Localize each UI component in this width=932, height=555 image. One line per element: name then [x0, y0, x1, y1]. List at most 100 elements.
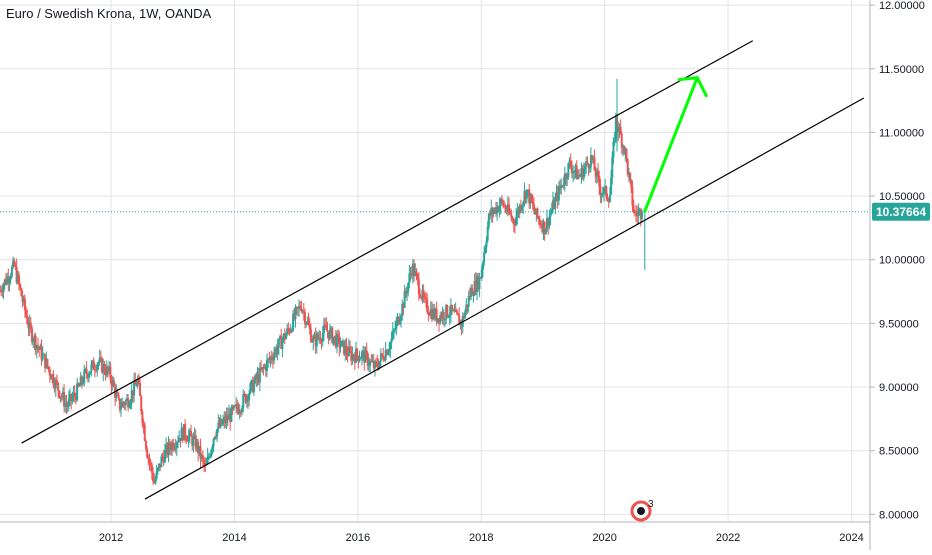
candle-body	[626, 159, 629, 175]
price-tick-label: 10.00000	[879, 255, 925, 267]
candle-body	[312, 338, 315, 342]
candle-body	[262, 366, 265, 368]
candle-body	[455, 310, 458, 314]
candle-body	[541, 225, 544, 232]
candle-body	[273, 353, 276, 361]
candle-body	[51, 374, 54, 380]
candle-body	[199, 445, 202, 459]
candle-body	[351, 354, 354, 361]
candle-body	[337, 333, 340, 337]
candle-body	[365, 350, 368, 354]
candle-body	[95, 369, 98, 371]
candle-body	[579, 175, 582, 177]
candle-body	[93, 369, 96, 371]
price-axis[interactable]: 8.00000 8.50000 9.00000 9.50000 10.00000 10.5…	[869, 0, 932, 550]
candle-body	[127, 398, 130, 408]
candle-body	[516, 209, 519, 217]
candle-body	[233, 405, 236, 407]
candle-body	[476, 276, 479, 293]
candle-body	[12, 260, 15, 268]
candle-body	[300, 308, 303, 312]
candle-body	[492, 210, 495, 215]
candle-body	[171, 442, 174, 451]
candle-body	[283, 333, 286, 340]
candle-body	[493, 207, 496, 211]
candle-body	[110, 378, 113, 386]
candle-body	[219, 419, 222, 427]
candle-body	[25, 310, 28, 316]
candle-body	[301, 310, 304, 312]
candle-body	[147, 457, 150, 459]
candle-body	[181, 428, 184, 441]
candle-body	[379, 353, 382, 361]
candle-body	[178, 438, 181, 442]
candle-body	[411, 263, 414, 276]
candle-body	[543, 221, 546, 235]
candle-body	[486, 226, 489, 241]
candle-body	[521, 205, 524, 211]
candle-body	[321, 333, 324, 342]
candle-body	[13, 260, 16, 266]
candle-body	[1, 291, 4, 293]
candle-body	[187, 435, 190, 442]
candle-body	[251, 380, 254, 393]
candle-body	[212, 438, 215, 447]
candle-body	[618, 126, 621, 133]
candle-body	[527, 189, 530, 191]
candle-body	[223, 417, 226, 421]
candle-body	[517, 209, 520, 214]
price-tick-label: 11.00000	[879, 127, 924, 139]
candle-body	[352, 354, 355, 358]
candle-body	[216, 428, 219, 437]
candle-body	[172, 442, 175, 449]
candle-body	[530, 194, 533, 202]
candle-body	[269, 357, 272, 360]
candle-body	[548, 216, 551, 227]
candle-body	[65, 403, 68, 407]
candle-body	[362, 350, 365, 353]
candle-body	[477, 276, 480, 290]
candle-body	[39, 345, 42, 350]
candle-body	[339, 346, 342, 348]
time-axis[interactable]: 2012 2014 2016 2018 2020 2022 2024	[0, 521, 870, 544]
candle-body	[357, 355, 360, 362]
candle-body	[166, 444, 169, 455]
candle-body	[250, 380, 253, 384]
candle-body	[248, 393, 251, 401]
candle-body	[417, 279, 420, 295]
candle-body	[554, 197, 557, 209]
candle-body	[34, 335, 37, 350]
candle-body	[48, 369, 51, 376]
candle-body	[394, 329, 397, 331]
candle-body	[108, 366, 111, 372]
candle-body	[150, 464, 153, 473]
candle-body	[320, 340, 323, 342]
candle-body	[162, 456, 165, 463]
price-tick-label: 9.50000	[879, 318, 919, 330]
candle-body	[263, 366, 266, 368]
candle-body	[120, 407, 123, 410]
candle-body	[384, 350, 387, 361]
candle-body	[38, 347, 41, 350]
candle-body	[410, 273, 413, 276]
candle-body	[396, 317, 399, 322]
last-price-tag: 10.37664	[872, 202, 930, 221]
notification-icon[interactable]: 3	[630, 499, 654, 522]
candle-body	[141, 411, 144, 424]
candle-body	[213, 436, 216, 439]
candle-body	[118, 398, 121, 410]
candle-body	[589, 154, 592, 168]
candle-body	[63, 392, 66, 407]
candle-body	[241, 407, 244, 412]
candle-body	[424, 298, 427, 300]
candle-body	[274, 348, 277, 354]
candle-body	[163, 450, 166, 463]
candle-body	[80, 376, 83, 383]
candle-body	[258, 367, 261, 383]
candle-body	[376, 362, 379, 367]
candle-body	[613, 140, 616, 142]
drawings[interactable]	[21, 40, 865, 500]
candle-body	[186, 439, 189, 442]
